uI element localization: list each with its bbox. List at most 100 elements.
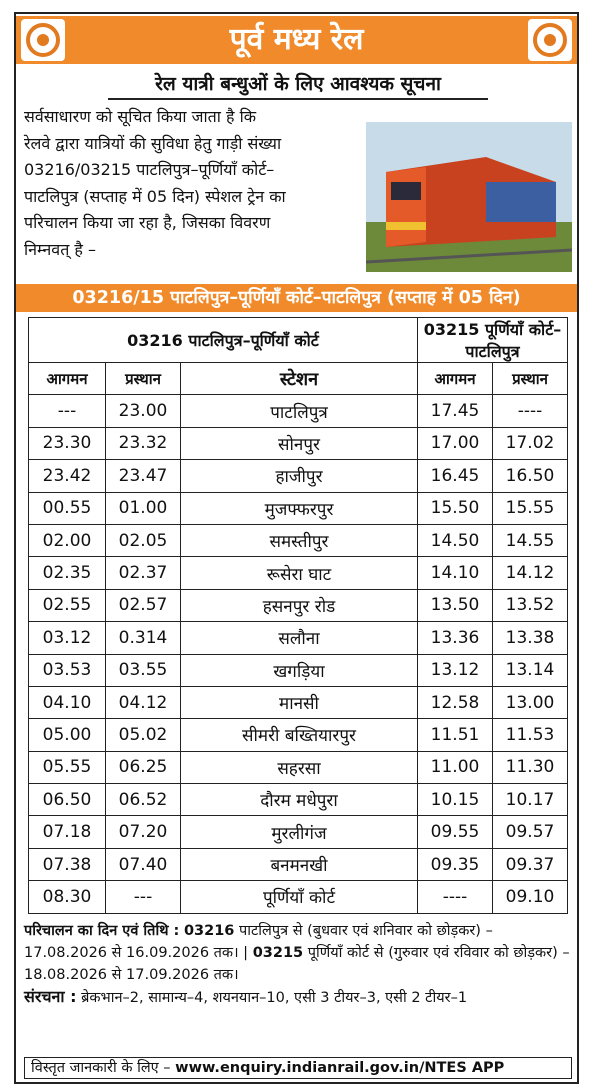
- time: 11.51: [417, 718, 493, 752]
- time: 08.30: [28, 880, 106, 914]
- time: 13.00: [492, 685, 568, 720]
- row: 07.38 07.40 बनमनखी 09.35 09.37: [28, 847, 568, 882]
- train-no: 03216: [183, 923, 235, 939]
- label: संरचना :: [24, 987, 77, 1006]
- time: 13.38: [492, 621, 568, 655]
- header: पूर्व मध्य रेल: [16, 16, 577, 64]
- time: 14.12: [492, 556, 568, 590]
- time: 15.55: [492, 491, 568, 525]
- time: 11.53: [492, 718, 568, 752]
- time: 09.10: [492, 880, 568, 914]
- time: 16.45: [417, 459, 493, 493]
- time: ---: [105, 880, 181, 914]
- train-no: 03215: [252, 945, 304, 961]
- group-row: 03216 पाटलिपुत्र–पूर्णियाँ कोर्ट 03215 पू…: [28, 317, 568, 363]
- time: 03.12: [28, 621, 106, 655]
- station: खगड़िया: [180, 653, 418, 687]
- time: 09.35: [417, 847, 493, 882]
- time: 05.02: [105, 718, 181, 752]
- time: 04.12: [105, 685, 181, 720]
- station: मुजफ्फरपुर: [180, 491, 418, 525]
- time: 23.30: [28, 426, 106, 461]
- time: 02.05: [105, 523, 181, 558]
- station: रूसेरा घाट: [180, 556, 418, 590]
- time: 23.47: [105, 459, 181, 493]
- title: पूर्व मध्य रेल: [229, 22, 364, 57]
- column-header: आगमन: [417, 361, 493, 396]
- time: 17.00: [417, 426, 493, 461]
- station: हसनपुर रोड: [180, 588, 418, 623]
- row: --- 23.00 पाटलिपुत्र 17.45 ----: [28, 394, 568, 428]
- row: 02.35 02.37 रूसेरा घाट 14.10 14.12: [28, 556, 568, 590]
- intro-line: पाटलिपुत्र (सप्ताह में 05 दिन) स्पेशल ट्…: [24, 186, 286, 206]
- time: 02.37: [105, 556, 181, 590]
- intro-line: परिचालन किया जा रहा है, जिसका विवरण: [24, 213, 271, 232]
- time: 11.00: [417, 750, 493, 785]
- time: 10.17: [492, 783, 568, 817]
- time: 23.00: [105, 394, 181, 428]
- text: विस्तृत जानकारी के लिए –: [31, 1060, 171, 1076]
- time: 02.35: [28, 556, 106, 590]
- text: पूर्णियाँ कोर्ट से (गुरुवार एवं रविवार क…: [24, 945, 570, 983]
- time: 16.50: [492, 459, 568, 493]
- time: 17.45: [417, 394, 493, 428]
- time: 23.42: [28, 459, 106, 493]
- time: 07.38: [28, 847, 106, 882]
- timetable: 03216 पाटलिपुत्र–पूर्णियाँ कोर्ट 03215 पू…: [28, 317, 568, 914]
- station: पाटलिपुत्र: [180, 394, 418, 428]
- header-row: आगमन प्रस्थान स्टेशन आगमन प्रस्थान: [28, 361, 568, 396]
- subtitle: रेल यात्री बन्धुओं के लिए आवश्यक सूचना: [108, 70, 488, 100]
- time: 13.36: [417, 621, 493, 655]
- group-header: 03216 पाटलिपुत्र–पूर्णियाँ कोर्ट: [28, 317, 418, 363]
- train-image: [366, 122, 572, 272]
- row: 07.18 07.20 मुरलीगंज 09.55 09.57: [28, 815, 568, 849]
- intro-line: निम्नवत् है –: [24, 239, 96, 259]
- time: 09.37: [492, 847, 568, 882]
- banner: 03216/15 पाटलिपुत्र–पूर्णियाँ कोर्ट–पाटल…: [16, 284, 577, 312]
- time: 09.57: [492, 815, 568, 849]
- time: 23.32: [105, 426, 181, 461]
- time: 15.50: [417, 491, 493, 525]
- row: 23.42 23.47 हाजीपुर 16.45 16.50: [28, 459, 568, 493]
- row: 04.10 04.12 मानसी 12.58 13.00: [28, 685, 568, 720]
- text: पाटलिपुत्र से (बुधवार एवं शनिवार को छोड़…: [24, 923, 493, 961]
- time: 00.55: [28, 491, 106, 525]
- intro: सर्वसाधारण को सूचित किया जाता है कि रेलवे…: [24, 104, 369, 263]
- time: 02.00: [28, 523, 106, 558]
- time: 01.00: [105, 491, 181, 525]
- time: 06.52: [105, 783, 181, 817]
- time: ----: [492, 394, 568, 428]
- row: 05.00 05.02 सीमरी बख्तियारपुर 11.51 11.53: [28, 718, 568, 752]
- time: 02.57: [105, 588, 181, 623]
- time: 04.10: [28, 685, 106, 720]
- time: 03.53: [28, 653, 106, 687]
- station: सोनपुर: [180, 426, 418, 461]
- group-header: 03215 पूर्णियाँ कोर्ट–पाटलिपुत्र: [417, 317, 568, 363]
- time: 06.50: [28, 783, 106, 817]
- row: 02.55 02.57 हसनपुर रोड 13.50 13.52: [28, 588, 568, 623]
- station: समस्तीपुर: [180, 523, 418, 558]
- row: 08.30 --- पूर्णियाँ कोर्ट ---- 09.10: [28, 880, 568, 914]
- row: 00.55 01.00 मुजफ्फरपुर 15.50 15.55: [28, 491, 568, 525]
- notice: पूर्व मध्य रेल रेल यात्री बन्धुओं के लिए…: [14, 12, 579, 1084]
- station: हाजीपुर: [180, 459, 418, 493]
- station: सहरसा: [180, 750, 418, 785]
- station: मुरलीगंज: [180, 815, 418, 849]
- row: 06.50 06.52 दौरम मधेपुरा 10.15 10.17: [28, 783, 568, 817]
- label: परिचालन का दिन एवं तिथि :: [24, 923, 180, 939]
- time: 13.50: [417, 588, 493, 623]
- time: 05.55: [28, 750, 106, 785]
- station: बनमनखी: [180, 847, 418, 882]
- intro-line: सर्वसाधारण को सूचित किया जाता है कि: [24, 107, 257, 126]
- time: 13.12: [417, 653, 493, 687]
- time: 14.10: [417, 556, 493, 590]
- time: 13.52: [492, 588, 568, 623]
- time: 13.14: [492, 653, 568, 687]
- time: 12.58: [417, 685, 493, 720]
- time: 03.55: [105, 653, 181, 687]
- row: 23.30 23.32 सोनपुर 17.00 17.02: [28, 426, 568, 461]
- time: 02.55: [28, 588, 106, 623]
- time: ----: [417, 880, 493, 914]
- station: पूर्णियाँ कोर्ट: [180, 880, 418, 914]
- row: 02.00 02.05 समस्तीपुर 14.50 14.55: [28, 523, 568, 558]
